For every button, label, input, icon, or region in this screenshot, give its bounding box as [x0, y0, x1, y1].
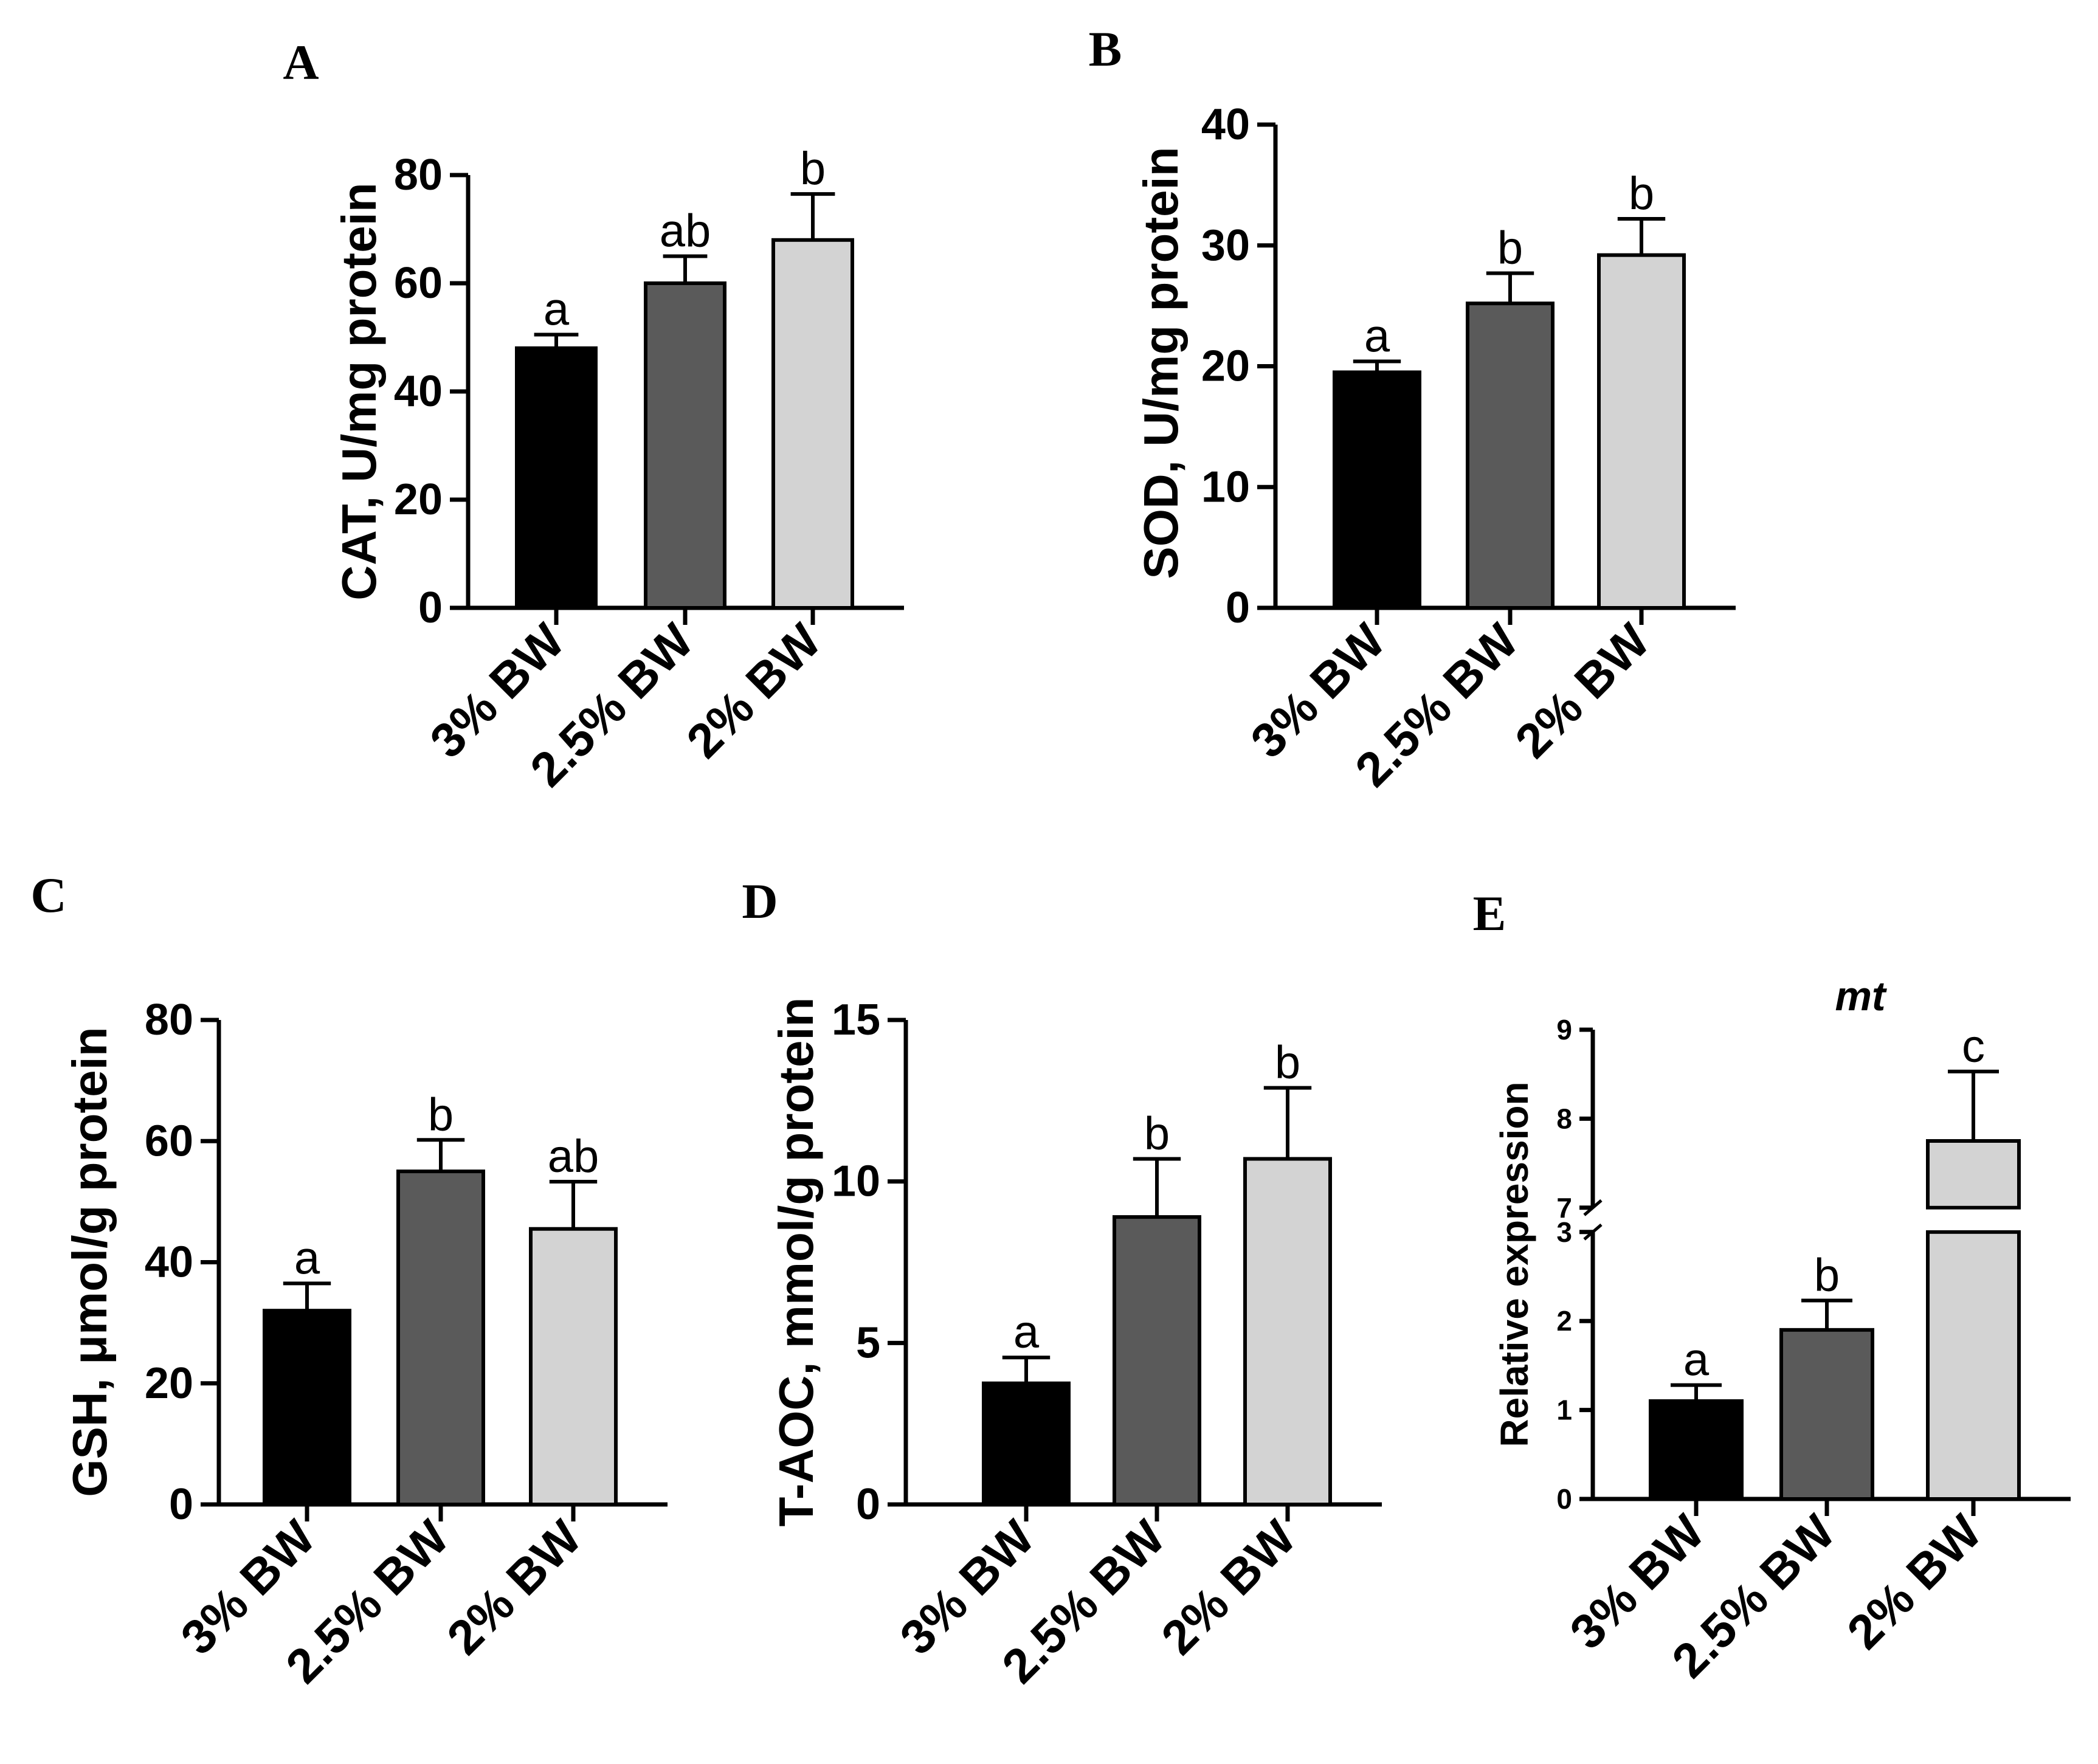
y-tick-label: 8 — [1556, 1103, 1572, 1134]
significance-label: b — [1275, 1037, 1300, 1089]
bar — [1243, 1157, 1332, 1507]
y-tick-label: 0 — [169, 1480, 193, 1529]
y-tick-label: 3 — [1556, 1216, 1572, 1248]
significance-label: b — [1497, 222, 1523, 274]
bar — [396, 1170, 485, 1506]
y-tick-label: 20 — [1201, 342, 1250, 391]
bar-break-gap — [1922, 1209, 2025, 1230]
x-tick-label: 2% BW — [676, 613, 831, 768]
panel-label: E — [1473, 886, 1506, 941]
y-tick-label: 40 — [145, 1238, 193, 1287]
bar — [263, 1309, 351, 1506]
significance-label: ab — [660, 205, 711, 257]
bar — [1926, 1139, 2021, 1210]
significance-label: a — [294, 1232, 320, 1284]
y-axis-label: T-AOC, mmol/g protein — [769, 997, 823, 1526]
significance-label: b — [1814, 1250, 1840, 1301]
y-axis-label: SOD, U/mg protein — [1134, 146, 1188, 579]
y-tick-label: 80 — [394, 151, 443, 199]
y-axis-label: GSH, μmol/g protein — [63, 1027, 117, 1497]
y-tick-label: 0 — [1226, 584, 1250, 632]
x-tick-label: 2% BW — [437, 1510, 592, 1665]
significance-label: ab — [548, 1131, 599, 1182]
y-tick-label: 7 — [1556, 1192, 1572, 1224]
bar — [1779, 1328, 1874, 1501]
significance-label: c — [1962, 1021, 1985, 1072]
significance-label: b — [1144, 1108, 1170, 1159]
y-tick-label: 10 — [1201, 463, 1250, 511]
significance-label: a — [1013, 1306, 1040, 1358]
y-tick-label: 2 — [1556, 1305, 1572, 1337]
x-tick-label: 2% BW — [1837, 1504, 1992, 1659]
panel-label: A — [283, 35, 319, 90]
y-tick-label: 30 — [1201, 221, 1250, 270]
panel-label: D — [742, 873, 778, 929]
significance-label: a — [543, 284, 570, 336]
panel-label: C — [30, 867, 66, 923]
panel-label: B — [1089, 21, 1122, 77]
bar — [1113, 1215, 1201, 1506]
significance-label: a — [1364, 311, 1390, 362]
bar — [515, 346, 598, 610]
y-tick-label: 40 — [394, 367, 443, 416]
bar — [1926, 1230, 2021, 1501]
significance-label: b — [1629, 168, 1654, 219]
bar — [1597, 253, 1686, 610]
significance-label: b — [428, 1089, 454, 1140]
y-tick-label: 0 — [1556, 1483, 1572, 1515]
y-tick-label: 20 — [394, 475, 443, 524]
y-tick-label: 5 — [856, 1318, 880, 1367]
y-tick-label: 10 — [832, 1157, 880, 1206]
bar — [644, 281, 726, 610]
significance-label: b — [800, 143, 826, 195]
y-tick-label: 60 — [394, 259, 443, 308]
bar — [1466, 301, 1555, 610]
bar — [529, 1227, 618, 1507]
y-tick-label: 40 — [1201, 100, 1250, 149]
y-axis-label: Relative expression — [1492, 1081, 1536, 1447]
y-tick-label: 20 — [145, 1359, 193, 1408]
bar — [1333, 370, 1421, 610]
significance-label: a — [1683, 1334, 1710, 1386]
y-tick-label: 80 — [145, 996, 193, 1044]
x-tick-label: 2% BW — [1505, 613, 1660, 768]
bar — [771, 238, 854, 610]
y-tick-label: 15 — [832, 996, 880, 1044]
chart-title: mt — [1835, 973, 1886, 1019]
bar — [982, 1381, 1071, 1506]
y-tick-label: 1 — [1556, 1394, 1572, 1426]
y-tick-label: 0 — [418, 584, 443, 632]
bar — [1649, 1399, 1744, 1501]
y-tick-label: 9 — [1556, 1014, 1572, 1046]
y-tick-label: 60 — [145, 1117, 193, 1165]
y-axis-label: CAT, U/mg protein — [332, 182, 386, 600]
x-tick-label: 2% BW — [1151, 1510, 1306, 1665]
y-tick-label: 0 — [856, 1480, 880, 1529]
